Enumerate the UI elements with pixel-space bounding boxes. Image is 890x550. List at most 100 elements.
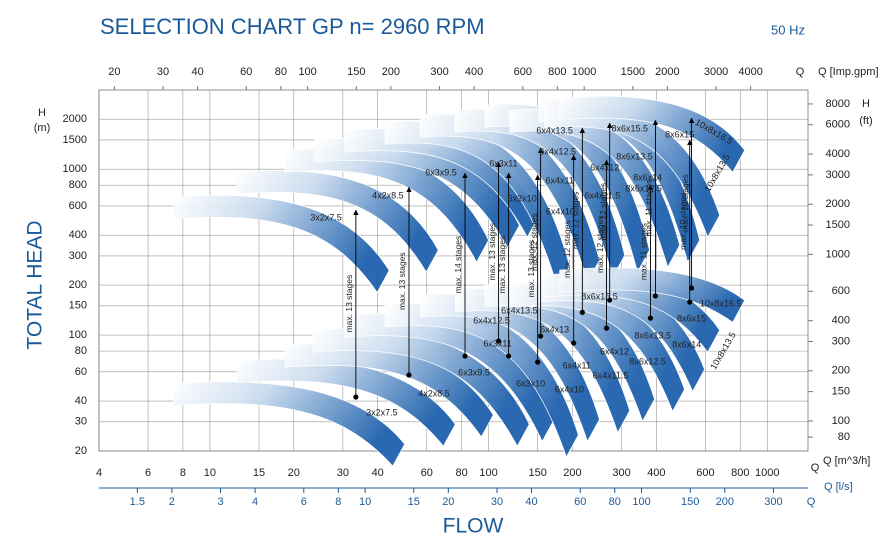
pump-band xyxy=(173,381,406,467)
pump-band xyxy=(559,267,746,323)
x-end-label: Q xyxy=(811,462,820,474)
stage-dot xyxy=(571,340,577,346)
pump-label: 3x2x7.5 xyxy=(366,407,398,417)
chart-subtitle: 50 Hz xyxy=(771,22,805,37)
y2-tick-label: 80 xyxy=(838,431,850,443)
stage-dot xyxy=(603,325,610,331)
y-tick-label: 100 xyxy=(69,329,87,341)
x2-tick-label: 2000 xyxy=(655,66,679,78)
x2-tick-label: 300 xyxy=(430,66,448,78)
y-tick-label: 300 xyxy=(69,250,87,262)
stage-dot xyxy=(688,285,695,291)
stage-label: max. 13 stages xyxy=(344,275,354,333)
pump-label: 8x6x12.5 xyxy=(625,184,662,194)
pump-label: 4x2x8.5 xyxy=(372,191,404,201)
x2-tick-label: 30 xyxy=(157,66,169,78)
x3-tick-label: 30 xyxy=(491,496,503,508)
y-tick-label: 400 xyxy=(69,229,87,241)
stage-dot xyxy=(506,353,512,359)
x3-tick-label: 10 xyxy=(359,496,371,508)
x2-tick-label: 80 xyxy=(275,66,287,78)
pump-label: 8x6x14 xyxy=(633,173,662,183)
pump-label: 6x4x12.5 xyxy=(473,316,510,326)
stage-dot xyxy=(687,299,693,305)
pump-label: 6x4x10 xyxy=(546,206,575,216)
y-tick-label: 200 xyxy=(69,279,87,291)
x2-tick-label: 800 xyxy=(548,66,566,78)
x2-tick-label: 1000 xyxy=(572,66,596,78)
pump-label: 6x4x11 xyxy=(562,360,590,370)
y2-tick-label: 200 xyxy=(832,365,850,377)
y2-tick-label: 3000 xyxy=(826,169,850,181)
x2-end-label: Q xyxy=(796,66,805,78)
pump-label: 6x4x12.5 xyxy=(539,147,576,157)
stage-label: max. 13 stages xyxy=(497,236,507,294)
x3-tick-label: 60 xyxy=(574,496,586,508)
y2-tick-label: 100 xyxy=(832,415,850,427)
pump-label: 8x6x13.5 xyxy=(616,152,653,162)
stage-label: max. 12 stages xyxy=(571,191,581,249)
pump-label: 3x2x7.5 xyxy=(310,212,342,222)
pump-band xyxy=(173,194,390,294)
pump-label: 10x8x16.5 xyxy=(700,298,742,308)
pump-label: 8x6x12.5 xyxy=(629,356,666,366)
pump-label: 6x4x11.5 xyxy=(593,370,629,380)
stage-dot xyxy=(538,333,544,339)
x3-tick-label: 15 xyxy=(408,496,420,508)
pump-label: 10x8x13.5 xyxy=(702,152,731,193)
stage-label: max. 11 stages xyxy=(639,223,649,280)
x3-tick-label: 150 xyxy=(681,496,699,508)
x-tick-label: 400 xyxy=(647,467,665,479)
pump-label: 6x4x12 xyxy=(590,163,619,173)
stage-label: max. 13 stages xyxy=(397,252,407,310)
x2-tick-label: 100 xyxy=(298,66,316,78)
stage-dot xyxy=(495,338,502,344)
x-tick-label: 10 xyxy=(204,467,216,479)
x2-tick-label: 200 xyxy=(382,66,400,78)
pump-label: 8x6x15.5 xyxy=(581,291,618,301)
pump-label: 6x4x12 xyxy=(600,346,629,356)
stage-label: max. 10 stages xyxy=(680,174,690,232)
x-tick-label: 60 xyxy=(421,467,433,479)
pump-label: 4x2x8.5 xyxy=(418,388,450,398)
x3-tick-label: 40 xyxy=(525,496,537,508)
y2-tick-label: 600 xyxy=(832,285,850,297)
y-tick-label: 150 xyxy=(69,300,87,312)
x3-tick-label: 20 xyxy=(442,496,454,508)
stage-dot xyxy=(462,353,468,359)
y-tick-label: 80 xyxy=(75,345,87,357)
y2-tick-label: 400 xyxy=(832,315,850,327)
x2-label: Q [Imp.gpm] xyxy=(818,66,879,78)
y-tick-label: 20 xyxy=(75,445,87,457)
x3-tick-label: 100 xyxy=(632,496,650,508)
stage-label: max. 10 stages xyxy=(678,192,688,250)
x-tick-label: 800 xyxy=(731,467,749,479)
pump-label: 8x6x15.5 xyxy=(611,124,648,134)
pump-band xyxy=(559,95,746,173)
y-tick-label: 800 xyxy=(69,179,87,191)
x-tick-label: 100 xyxy=(479,467,497,479)
x-tick-label: 150 xyxy=(528,467,546,479)
pump-label: 6x4x11.5 xyxy=(584,191,620,201)
stage-label: max. 13 stages xyxy=(487,223,497,281)
stage-dot xyxy=(607,297,613,303)
x-tick-label: 30 xyxy=(337,467,349,479)
y2-label: H xyxy=(862,98,870,110)
pump-label: 6x4x10 xyxy=(555,384,584,394)
x-tick-label: 6 xyxy=(145,467,151,479)
x3-end-label: Q xyxy=(807,496,816,508)
y-tick-label: 40 xyxy=(75,395,87,407)
stage-dot xyxy=(647,315,654,321)
stage-dot xyxy=(652,293,659,299)
pump-label: 6x3x10 xyxy=(508,194,537,204)
pump-label: 8x6x14 xyxy=(672,339,701,349)
stage-dot xyxy=(579,309,585,315)
stage-label: max. 11 stages xyxy=(644,180,654,237)
pump-label: 6x3x11 xyxy=(483,338,511,348)
x3-tick-label: 8 xyxy=(335,496,341,508)
pump-label: 6x4x13.5 xyxy=(501,306,538,316)
y2-tick-label: 8000 xyxy=(826,98,850,110)
x3-tick-label: 6 xyxy=(301,496,307,508)
x2-tick-label: 600 xyxy=(514,66,532,78)
x2-tick-label: 3000 xyxy=(704,66,728,78)
